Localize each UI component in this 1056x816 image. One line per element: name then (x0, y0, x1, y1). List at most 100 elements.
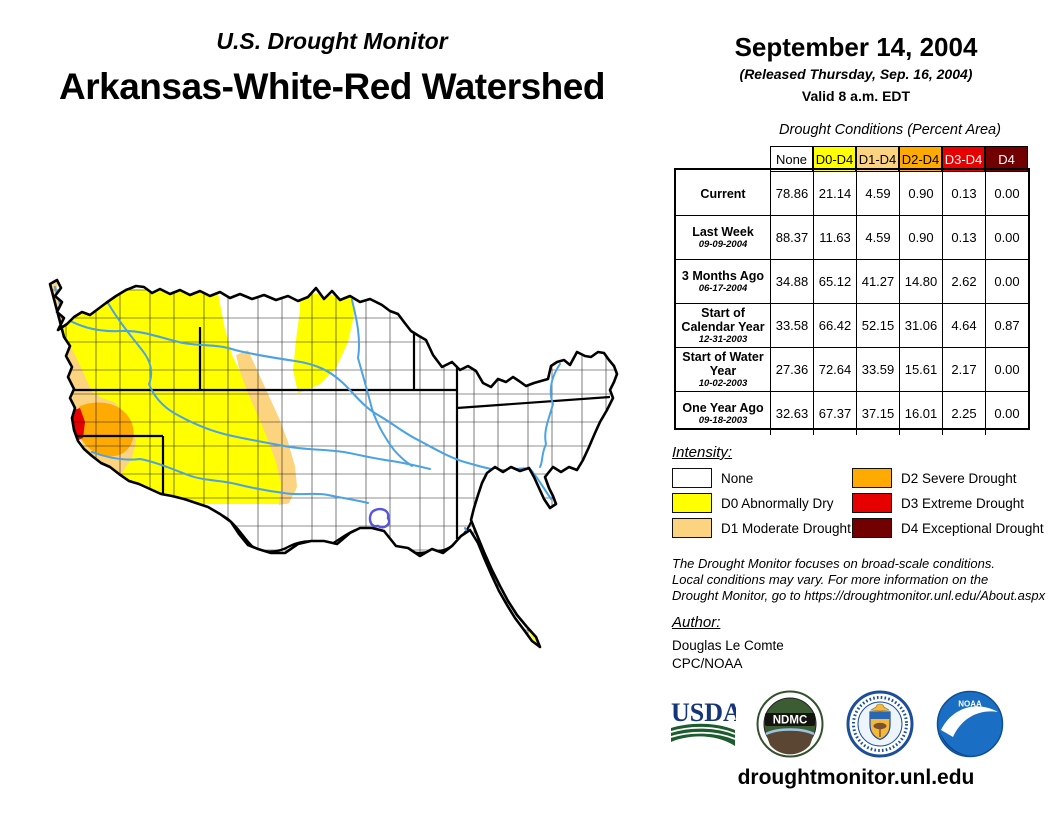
legend-swatch (672, 468, 712, 488)
disclaimer-line: Local conditions may vary. For more info… (672, 572, 989, 587)
legend-swatch (852, 518, 892, 538)
table-title: Drought Conditions (Percent Area) (779, 122, 1001, 138)
usda-logo-text: USDA (671, 698, 736, 727)
monitor-title: U.S. Drought Monitor (216, 28, 448, 54)
table-cell: 2.25 (942, 391, 985, 435)
legend-swatch (672, 518, 712, 538)
table-cell: 15.61 (899, 347, 942, 391)
table-cell: 0.00 (985, 391, 1028, 435)
table-col-header: D1-D4 (856, 146, 899, 172)
disclaimer-text: The Drought Monitor focuses on broad-sca… (672, 556, 1045, 604)
table-cell: 0.90 (899, 172, 942, 215)
table-row-label: Start of Calendar Year 12-31-2003 (676, 303, 770, 347)
table-cell: 33.58 (770, 303, 813, 347)
table-cell: 31.06 (899, 303, 942, 347)
ndmc-logo-icon: NDMC (756, 690, 824, 763)
table-row-label: Last Week 09-09-2004 (676, 215, 770, 259)
disclaimer-line: Drought Monitor, go to https://droughtmo… (672, 588, 1046, 603)
river-canadian (91, 451, 369, 504)
table-row-label: One Year Ago 09-18-2003 (676, 391, 770, 435)
table-row-label: Start of Water Year 10-02-2003 (676, 347, 770, 391)
table-cell: 21.14 (813, 172, 856, 215)
legend-swatch (852, 493, 892, 513)
noaa-logo-icon: NOAA (936, 690, 1004, 763)
legend-item: D0 Abnormally Dry (672, 493, 834, 513)
legend-item: D2 Severe Drought (852, 468, 1017, 488)
legend-swatch (672, 493, 712, 513)
noaa-logo-text: NOAA (958, 700, 982, 709)
table-cell: 2.62 (942, 259, 985, 303)
table-row-label: 3 Months Ago 06-17-2004 (676, 259, 770, 303)
watershed-outline (48, 278, 619, 649)
table-col-header: D0-D4 (813, 146, 856, 172)
legend-item: D1 Moderate Drought (672, 518, 851, 538)
table-cell: 27.36 (770, 347, 813, 391)
table-cell: 4.59 (856, 172, 899, 215)
table-cell: 0.00 (985, 215, 1028, 259)
legend-label: D0 Abnormally Dry (721, 495, 834, 511)
table-col-header: None (770, 146, 813, 172)
table-col-header: D3-D4 (942, 146, 985, 172)
table-cell: 4.64 (942, 303, 985, 347)
legend-swatch (852, 468, 892, 488)
table-row-label: Current (700, 186, 746, 201)
table-cell: 65.12 (813, 259, 856, 303)
table-cell: 32.63 (770, 391, 813, 435)
legend-label: None (721, 470, 754, 486)
river-white (539, 363, 561, 468)
river-cimarron (107, 302, 431, 470)
table-cell: 33.59 (856, 347, 899, 391)
table-cell: 72.64 (813, 347, 856, 391)
valid-time: Valid 8 a.m. EDT (801, 88, 911, 104)
legend-label: D4 Exceptional Drought (901, 520, 1044, 536)
table-cell: 11.63 (813, 215, 856, 259)
table-cell: 0.90 (899, 215, 942, 259)
table-cell: 52.15 (856, 303, 899, 347)
table-cell: 0.13 (942, 215, 985, 259)
author-name: Douglas Le Comte (672, 638, 784, 653)
drought-conditions-table: None D0-D4 D1-D4 D2-D4 D3-D4 D4 Current 78.86 21… (674, 146, 1030, 435)
agency-logos: USDA NDMC (664, 690, 1056, 760)
table-cell: 66.42 (813, 303, 856, 347)
lake-texoma (368, 507, 391, 529)
table-col-header: D4 (985, 146, 1028, 172)
table-cell: 78.86 (770, 172, 813, 215)
drought-d2-region (76, 402, 134, 457)
author-org: CPC/NOAA (672, 656, 743, 671)
legend-label: D2 Severe Drought (901, 470, 1017, 486)
legend-item: None (672, 468, 753, 488)
table-cell: 0.87 (985, 303, 1028, 347)
table-cell: 2.17 (942, 347, 985, 391)
table-cell: 0.00 (985, 172, 1028, 215)
table-cell: 4.59 (856, 215, 899, 259)
ndmc-logo-text: NDMC (773, 715, 808, 727)
table-cell: 41.27 (856, 259, 899, 303)
table-cell: 37.15 (856, 391, 899, 435)
page-title: Arkansas-White-Red Watershed (59, 66, 605, 107)
drought-d0-region-north (293, 292, 354, 393)
table-cell: 67.37 (813, 391, 856, 435)
table-cell: 34.88 (770, 259, 813, 303)
legend-label: D3 Extreme Drought (901, 495, 1025, 511)
author-title: Author: (672, 614, 721, 631)
legend-label: D1 Moderate Drought (721, 520, 851, 536)
usda-logo-icon: USDA (670, 698, 742, 761)
site-url: droughtmonitor.unl.edu (737, 766, 975, 789)
legend-item: D4 Exceptional Drought (852, 518, 1044, 538)
drought-d1-spot-north (412, 296, 441, 317)
table-corner (676, 146, 770, 170)
table-cell: 0.13 (942, 172, 985, 215)
table-cell: 16.01 (899, 391, 942, 435)
river-neosho (351, 299, 413, 467)
commerce-seal-icon (846, 690, 914, 763)
legend-title: Intensity: (672, 444, 733, 461)
intensity-legend: None D0 Abnormally Dry D1 Moderate Drought… (672, 468, 1056, 548)
legend-item: D3 Extreme Drought (852, 493, 1024, 513)
disclaimer-line: The Drought Monitor focuses on broad-sca… (672, 556, 996, 571)
table-cell: 88.37 (770, 215, 813, 259)
table-cell: 0.00 (985, 347, 1028, 391)
table-cell: 0.00 (985, 259, 1028, 303)
map-date: September 14, 2004 (734, 32, 978, 62)
